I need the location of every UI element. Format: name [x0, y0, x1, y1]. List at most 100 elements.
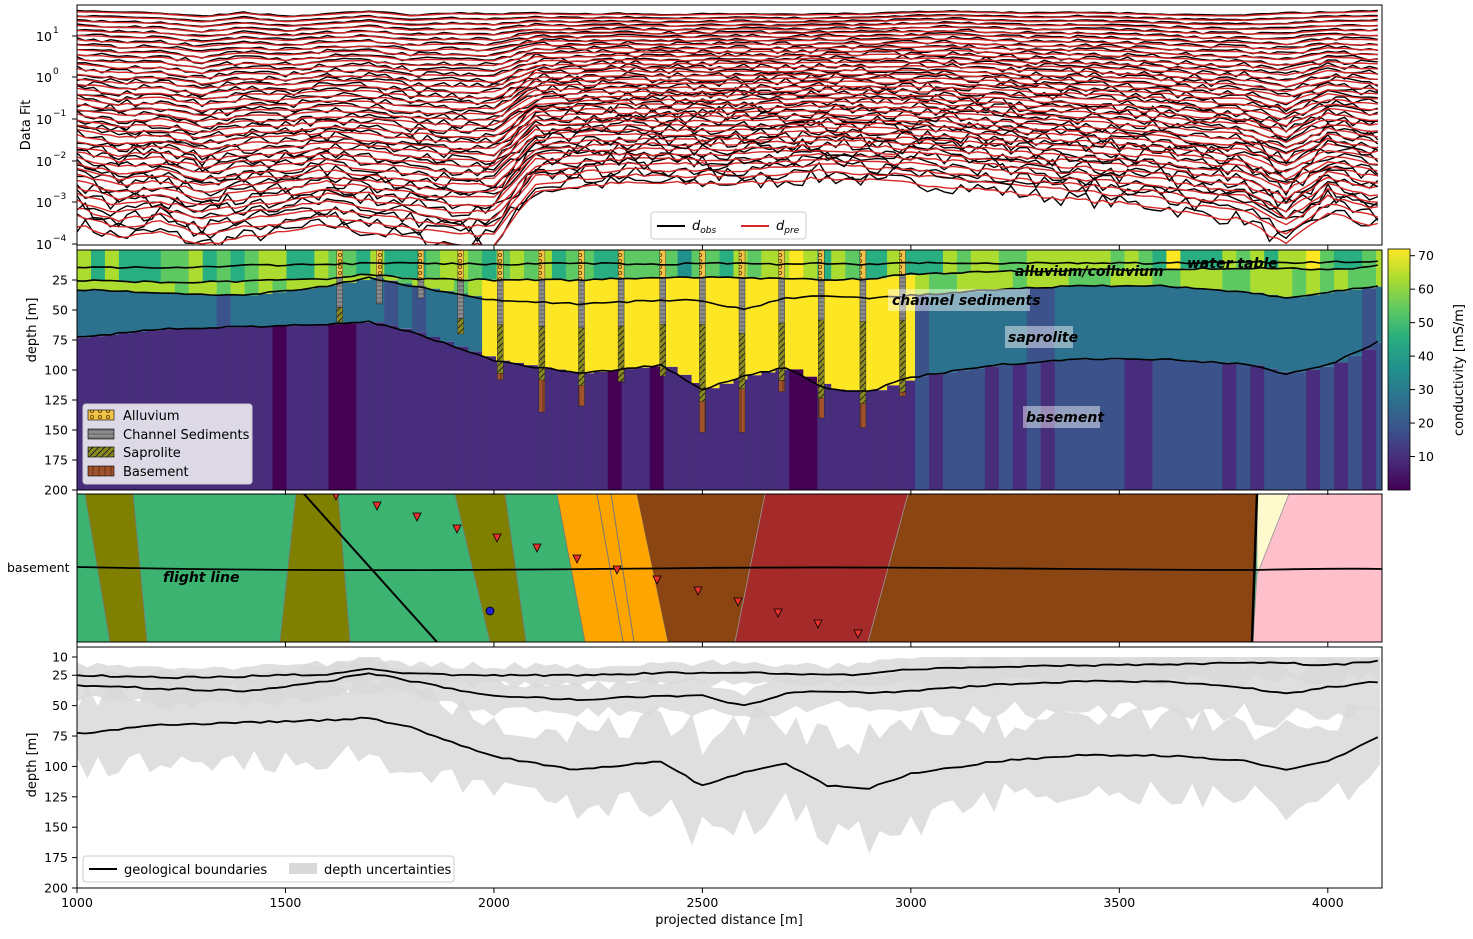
- conductivity-cell: [1180, 268, 1195, 288]
- conductivity-cell: [747, 375, 762, 490]
- conductivity-cell: [1362, 349, 1377, 490]
- ytick-exponent: −2: [53, 151, 66, 161]
- colorbar-tick-label: 50: [1418, 315, 1434, 330]
- conductivity-cell: [1012, 271, 1028, 289]
- conductivity-cell: [216, 281, 232, 295]
- conductivity-cell: [1264, 294, 1279, 369]
- geology-ylabel: basement: [7, 560, 70, 575]
- obs-curve: [77, 50, 1378, 75]
- borehole-marker: [332, 494, 340, 501]
- conductivity-cell: [1180, 360, 1195, 490]
- conductivity-cell: [803, 250, 818, 280]
- pre-curve: [77, 30, 1378, 43]
- conductivity-cell: [426, 337, 441, 490]
- conductivity-cell: [1348, 268, 1363, 290]
- ytick-label: 150: [44, 820, 68, 835]
- legend-uncertainty-swatch: [289, 863, 317, 874]
- flight-line: [77, 566, 1382, 572]
- borehole-marker: [452, 524, 462, 534]
- ytick-exponent: 0: [53, 67, 59, 77]
- conductivity-cell: [943, 250, 958, 274]
- conductivity-cell: [1292, 268, 1307, 298]
- conductivity-cell: [1376, 342, 1382, 490]
- conductivity-cell: [998, 271, 1014, 290]
- conductivity-cell: [160, 282, 176, 294]
- conductivity-cell: [300, 325, 316, 490]
- conductivity-cell: [300, 279, 316, 290]
- conductivity-cell: [1320, 250, 1335, 270]
- conductivity-cell: [873, 278, 888, 391]
- pre-curve: [77, 18, 1378, 28]
- uncertainty-band: [77, 670, 1380, 854]
- conductivity-cell: [607, 370, 623, 490]
- conductivity-cell: [1012, 250, 1028, 272]
- x-tick-label: 2000: [478, 895, 510, 910]
- colorbar-tick-label: 60: [1418, 282, 1434, 297]
- conductivity-cell: [440, 291, 455, 342]
- conductivity-cell: [230, 281, 246, 296]
- conductivity-cell: [258, 293, 274, 327]
- pre-curve: [77, 134, 1378, 187]
- conductivity-cell: [635, 278, 651, 368]
- fault-line-east: [1250, 494, 1259, 642]
- pre-curve: [77, 61, 1378, 85]
- conductivity-cell: [901, 380, 916, 490]
- conductivity-cell: [1096, 286, 1112, 360]
- conductivity-cell: [384, 325, 399, 490]
- boundary-line-top: [77, 659, 1378, 680]
- conductivity-cell: [146, 282, 162, 293]
- borehole-marker: [693, 586, 703, 596]
- ytick-label: 50: [52, 698, 68, 713]
- conductivity-cell: [677, 277, 693, 375]
- data-fit-frame: [76, 4, 1383, 246]
- conductivity-cell: [1026, 250, 1042, 272]
- borehole: [899, 250, 906, 397]
- uncertainty-panel: 10 25 50 75 100 125 150 175 200 depth [m] geolog…: [25, 646, 1383, 896]
- x-tick-label: 4000: [1312, 895, 1344, 910]
- conductivity-cell: [496, 360, 511, 490]
- conductivity-cell: [1096, 270, 1112, 286]
- conductivity-cell: [174, 293, 190, 329]
- conductivity-cell: [272, 326, 288, 490]
- conductivity-cell: [91, 290, 106, 337]
- annotation-channel-sediments: channel sediments: [892, 293, 1041, 309]
- conductivity-cell: [398, 283, 413, 329]
- pre-curve: [77, 92, 1378, 128]
- conductivity-cell: [118, 291, 134, 334]
- ytick-exponent: −4: [53, 234, 67, 244]
- conductivity-cell: [956, 272, 972, 293]
- pre-curve: [77, 22, 1378, 33]
- pre-curve: [77, 96, 1378, 133]
- conductivity-cell: [1278, 296, 1293, 372]
- conductivity-cell: [398, 328, 413, 490]
- conductivity-cell: [1250, 292, 1265, 366]
- ytick-label: 25: [52, 668, 68, 683]
- pre-curve: [77, 87, 1378, 122]
- conductivity-cell: [286, 280, 302, 291]
- ytick-exponent: −3: [53, 192, 66, 202]
- pre-curve: [77, 176, 1378, 245]
- colorbar-tick-label: 10: [1418, 449, 1434, 464]
- ytick-label: 10: [36, 112, 52, 127]
- conductivity-cell: [328, 278, 343, 286]
- x-axis: 1000 1500 2000 2500 3000 3500 4000: [61, 245, 1344, 910]
- data-fit-legend: dobs dpre: [650, 211, 807, 240]
- conductivity-cell: [1110, 359, 1126, 490]
- data-fit-curves: [77, 9, 1379, 245]
- borehole-marker: [372, 501, 382, 511]
- boundary-water-table: [77, 264, 1378, 284]
- ytick-label: 175: [44, 850, 68, 865]
- conductivity-cell: [943, 273, 958, 294]
- obs-curve: [77, 104, 1379, 153]
- legend-pre-label: dpre: [776, 219, 800, 236]
- conductivity-cell: [1278, 268, 1293, 297]
- conductivity-cell: [1208, 250, 1223, 269]
- data-fit-panel: 10 1 10 0 10 −1 10 −2 10 −3 10 −4 Data F…: [19, 4, 1383, 252]
- conductivity-yticks: 25 50 75 100 125 150 175 200: [44, 273, 77, 498]
- conductivity-cell: [1376, 266, 1382, 287]
- conductivity-cell: [1222, 250, 1237, 269]
- uncertainty-frame: [76, 646, 1383, 889]
- conductivity-cell: [1082, 359, 1098, 490]
- conductivity-cell: [1306, 250, 1321, 270]
